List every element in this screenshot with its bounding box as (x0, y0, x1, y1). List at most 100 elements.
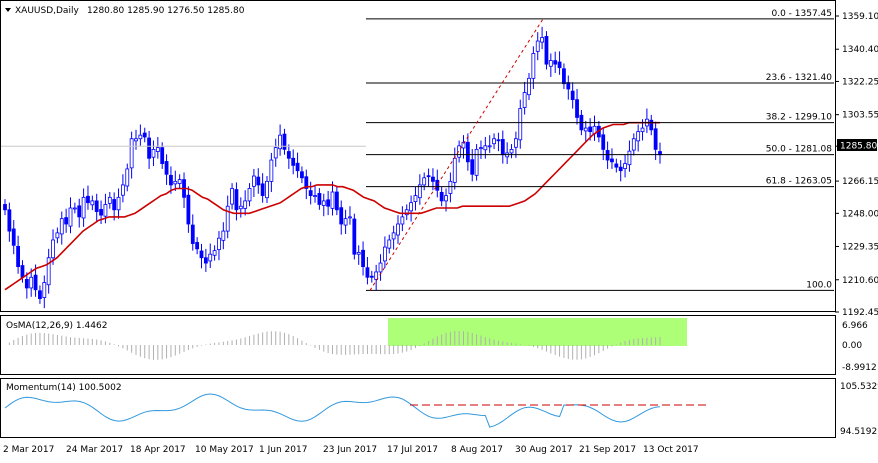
candle-body (265, 180, 269, 199)
symbol-label: XAUUSD,Daily (15, 6, 79, 16)
candle-body (422, 177, 427, 186)
candle-body (125, 168, 130, 187)
chevron-down-icon[interactable] (5, 8, 11, 12)
candle-body (614, 163, 619, 168)
candle-body (465, 141, 470, 163)
candle-body (90, 200, 95, 206)
candle-body (439, 191, 444, 202)
candle-body (42, 282, 47, 298)
momentum-title: Momentum(14) 100.5002 (6, 383, 122, 393)
momentum-panel-frame[interactable] (0, 378, 836, 438)
candle-body (7, 209, 12, 232)
candle-body (444, 195, 448, 202)
candle-body (151, 148, 156, 158)
candle-body (308, 190, 313, 196)
candle-body (38, 290, 42, 299)
candle-body (29, 276, 34, 289)
current-price-tag (837, 139, 877, 151)
fib-level-label: 61.8 - 1263.05 (766, 177, 832, 187)
candle-body (496, 139, 501, 142)
candle-body (317, 193, 322, 205)
candle-body (55, 232, 60, 239)
candle-body (169, 174, 173, 186)
candle-body (177, 179, 182, 184)
candle-body (492, 138, 496, 145)
candle-body (640, 127, 645, 133)
candle-body (448, 180, 453, 194)
candle-body (16, 245, 21, 268)
candle-body (321, 200, 326, 206)
candle-body (457, 145, 462, 158)
x-label-10: 13 Oct 2017 (643, 445, 699, 455)
candle-body (304, 176, 309, 189)
candle-body (636, 131, 641, 142)
candle-body (404, 209, 409, 216)
candle-body (107, 196, 112, 204)
candle-body (452, 157, 457, 183)
candle-body (548, 60, 553, 67)
candle-body (147, 137, 152, 159)
candle-body (426, 175, 431, 178)
osma-tick-zero: 0.00 (842, 341, 862, 351)
candle-body (431, 176, 435, 182)
candle-body (474, 148, 479, 176)
candle-body (295, 162, 300, 172)
candle-body (461, 141, 466, 149)
candle-body (531, 53, 536, 79)
candle-body (356, 252, 361, 255)
candle-body (72, 207, 77, 210)
candle-body (391, 232, 396, 240)
x-label-6: 17 Jul 2017 (387, 445, 438, 455)
candle-body (343, 218, 348, 226)
price-tick-label: 1322.25 (842, 77, 878, 87)
candle-body (623, 163, 627, 169)
candle-body (121, 184, 125, 196)
candle-body (518, 108, 523, 141)
candle-body (99, 209, 103, 216)
x-label-9: 21 Sep 2017 (579, 445, 636, 455)
candle-body (417, 184, 422, 199)
candle-body (142, 132, 147, 138)
candle-body (339, 207, 344, 225)
candle-body (81, 196, 86, 219)
candle-body (527, 77, 531, 96)
candle-body (251, 175, 256, 187)
candle-body (575, 99, 579, 118)
candle-body (605, 150, 610, 161)
fib-level-label: 50.0 - 1281.08 (766, 145, 832, 155)
candle-body (212, 250, 217, 256)
x-label-3: 10 May 2017 (195, 445, 254, 455)
candle-body (540, 37, 544, 43)
candle-body (173, 180, 178, 185)
candle-body (112, 199, 117, 211)
candle-body (208, 253, 213, 262)
candle-body (155, 147, 160, 152)
fib-level-label: 100.0 (806, 280, 832, 290)
candle-body (588, 126, 593, 133)
candle-body (278, 134, 283, 150)
momentum-line (4, 393, 661, 428)
candle-body (610, 158, 614, 163)
osma-tick-high: 6.966 (842, 321, 868, 331)
candle-body (221, 230, 226, 241)
candle-body (238, 205, 243, 210)
candle-body (59, 218, 64, 235)
candle-body (409, 202, 414, 212)
candle-body (500, 139, 505, 156)
candle-body (361, 249, 365, 268)
fib-level-label: 38.2 - 1299.10 (766, 113, 832, 123)
x-label-1: 24 Mar 2017 (66, 445, 123, 455)
fib-level-label: 0.0 - 1357.45 (772, 9, 833, 19)
fibonacci-retracement[interactable]: 0.0 - 1357.45 23.6 - 1321.40 38.2 - 1299.1… (1, 9, 834, 291)
candle-body (544, 36, 549, 65)
x-label-2: 18 Apr 2017 (130, 445, 186, 455)
candle-body (413, 195, 418, 203)
candle-body (138, 134, 143, 140)
main-chart-frame[interactable] (0, 0, 836, 312)
x-label-4: 1 Jun 2017 (259, 445, 307, 455)
candle-body (286, 151, 291, 159)
price-tick-label: 1248.00 (842, 209, 878, 219)
candle-body (217, 237, 221, 250)
